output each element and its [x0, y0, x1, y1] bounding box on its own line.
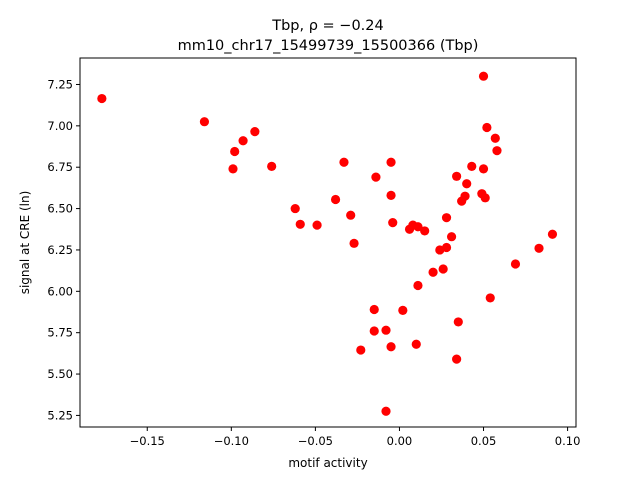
y-tick-label: 6.75 — [47, 160, 73, 174]
data-point — [467, 161, 477, 171]
y-axis-label: signal at CRE (ln) — [18, 191, 32, 295]
y-tick-label: 6.00 — [47, 284, 73, 298]
data-point — [420, 226, 430, 236]
data-point — [452, 354, 462, 364]
x-axis-label: motif activity — [288, 456, 367, 470]
data-point — [534, 243, 544, 253]
data-point — [381, 406, 391, 416]
data-point — [346, 210, 356, 220]
data-point — [369, 326, 379, 336]
data-point — [339, 157, 349, 167]
data-point — [462, 179, 472, 189]
data-point — [428, 267, 438, 277]
data-point — [228, 164, 238, 174]
data-point — [295, 219, 305, 229]
x-tick-label: 0.05 — [471, 434, 497, 448]
data-point — [238, 136, 248, 146]
plot-frame — [79, 57, 577, 428]
data-point — [369, 304, 379, 315]
data-point — [480, 193, 490, 203]
data-point — [482, 122, 492, 133]
data-point — [386, 157, 396, 167]
y-tick-label: 5.25 — [47, 408, 73, 422]
x-tick-label: 0.00 — [387, 434, 413, 448]
data-point — [490, 133, 500, 143]
data-point — [441, 242, 452, 253]
x-tick-label: −0.15 — [130, 434, 165, 448]
data-point — [441, 213, 452, 223]
data-point — [492, 146, 502, 156]
data-point — [398, 305, 408, 315]
x-tick-label: −0.10 — [214, 434, 249, 448]
data-point — [199, 117, 210, 127]
data-point — [381, 325, 391, 335]
data-point — [230, 146, 240, 157]
data-point — [453, 317, 463, 327]
y-tick-label: 5.50 — [47, 367, 73, 381]
data-point — [485, 293, 495, 303]
y-tick-label: 7.00 — [47, 119, 73, 133]
data-point — [411, 339, 421, 349]
data-point — [452, 171, 462, 181]
data-point — [386, 342, 396, 352]
data-point — [413, 222, 423, 232]
data-point — [330, 194, 341, 205]
y-tick-label: 7.25 — [47, 77, 73, 91]
data-point — [356, 345, 366, 355]
data-point — [290, 203, 300, 214]
data-point — [386, 190, 396, 200]
x-axis-ticks: −0.15 −0.10 −0.05 0.00 0.05 0.10 — [130, 427, 581, 448]
data-point — [413, 280, 423, 291]
y-axis-ticks: 5.25 5.50 5.75 6.00 6.25 6.50 6.75 7.00 7.25 — [47, 77, 80, 422]
y-tick-label: 5.75 — [47, 326, 73, 340]
x-tick-label: 0.10 — [555, 434, 581, 448]
data-point — [388, 218, 398, 228]
data-point — [446, 232, 457, 242]
data-point — [460, 191, 470, 201]
data-point — [438, 264, 448, 274]
y-tick-label: 6.25 — [47, 243, 73, 257]
data-point — [312, 220, 322, 230]
data-point — [478, 164, 489, 174]
chart-title: Tbp, ρ = −0.24 — [271, 18, 384, 34]
data-point — [478, 71, 489, 81]
data-point — [547, 229, 558, 239]
data-point — [97, 93, 107, 104]
y-tick-label: 6.50 — [47, 202, 73, 216]
data-point — [371, 172, 381, 182]
data-points — [97, 71, 558, 416]
data-point — [250, 127, 260, 137]
data-point — [349, 238, 359, 248]
data-point — [510, 259, 521, 269]
data-point — [267, 161, 277, 171]
x-tick-label: −0.05 — [298, 434, 333, 448]
chart-subtitle: mm10_chr17_15499739_15500366 (Tbp) — [178, 38, 479, 54]
